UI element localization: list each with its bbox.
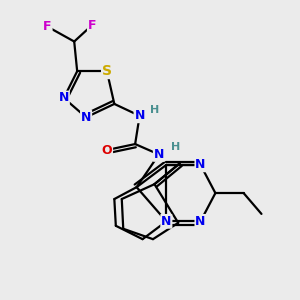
Text: F: F (88, 19, 96, 32)
Text: N: N (134, 109, 145, 122)
Text: S: S (102, 64, 112, 78)
Text: H: H (171, 142, 180, 152)
Text: N: N (195, 215, 206, 228)
Text: N: N (58, 92, 69, 104)
Text: O: O (102, 143, 112, 157)
Text: H: H (150, 105, 159, 115)
Text: N: N (195, 158, 206, 171)
Text: N: N (154, 148, 164, 161)
Text: N: N (161, 215, 172, 228)
Text: N: N (81, 111, 91, 124)
Text: F: F (43, 20, 52, 33)
